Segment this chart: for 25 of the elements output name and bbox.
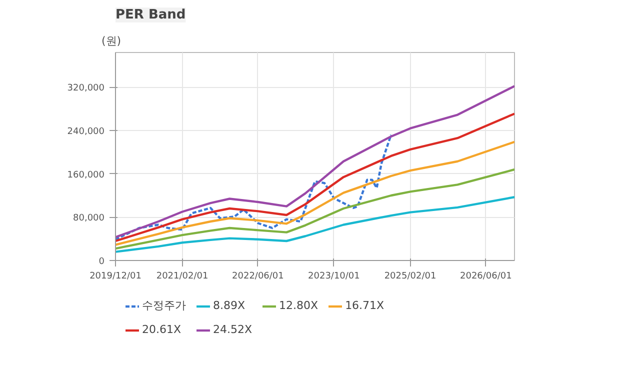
legend-label: 24.52X — [213, 323, 252, 336]
legend-label: 8.89X — [213, 299, 246, 312]
legend-label: 16.71X — [345, 299, 384, 312]
x-tick-label: 2023/10/01 — [308, 272, 360, 282]
y-tick-label: 80,000 — [73, 214, 105, 224]
x-tick-label: 2021/02/01 — [156, 272, 208, 282]
y-tick-label: 0 — [98, 257, 105, 267]
chart-title: PER Band — [116, 8, 186, 22]
legend-label: 수정주가 — [142, 298, 186, 313]
legend-label: 12.80X — [279, 299, 318, 312]
y-tick-label: 320,000 — [67, 84, 105, 94]
y-tick-label: 160,000 — [67, 170, 105, 180]
line-series — [116, 134, 392, 240]
x-tick-label: 2019/12/01 — [90, 272, 142, 282]
y-axis-title: (원) — [102, 34, 122, 48]
x-tick-label: 2026/06/01 — [460, 272, 512, 282]
line-series — [116, 196, 514, 253]
y-tick-label: 240,000 — [67, 127, 105, 137]
line-series — [116, 168, 514, 250]
x-tick-label: 2022/06/01 — [232, 272, 284, 282]
legend-label: 20.61X — [142, 323, 182, 336]
line-series — [116, 112, 514, 242]
x-tick-label: 2025/02/01 — [384, 272, 436, 282]
line-series — [116, 84, 514, 238]
line-series — [116, 140, 514, 246]
